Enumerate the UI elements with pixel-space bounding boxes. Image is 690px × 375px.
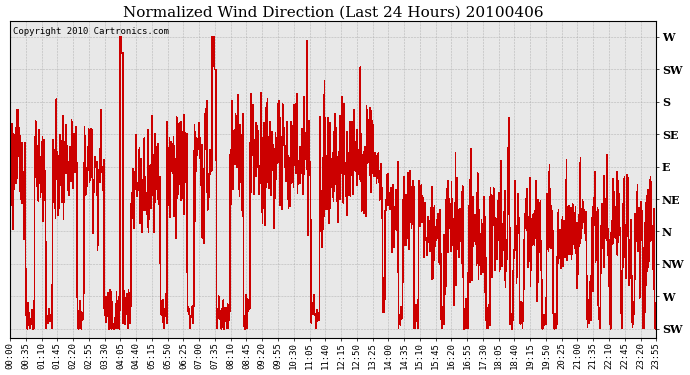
- Text: Copyright 2010 Cartronics.com: Copyright 2010 Cartronics.com: [13, 27, 169, 36]
- Title: Normalized Wind Direction (Last 24 Hours) 20100406: Normalized Wind Direction (Last 24 Hours…: [123, 6, 544, 20]
